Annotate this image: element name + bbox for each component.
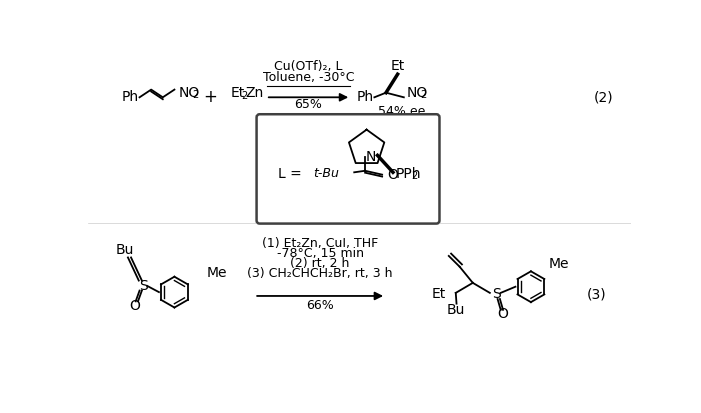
Text: 2: 2 <box>241 91 247 101</box>
Text: (3) CH₂CHCH₂Br, rt, 3 h: (3) CH₂CHCH₂Br, rt, 3 h <box>247 267 393 280</box>
Text: NO: NO <box>407 85 428 100</box>
Text: Me: Me <box>549 256 569 271</box>
Text: Bu: Bu <box>116 243 134 257</box>
Text: Et: Et <box>431 287 446 301</box>
Text: PPh: PPh <box>396 167 421 181</box>
Text: 2: 2 <box>192 90 198 100</box>
Text: Ph: Ph <box>122 90 139 104</box>
Text: Cu(OTf)₂, L: Cu(OTf)₂, L <box>274 60 343 73</box>
Text: (1) Et₂Zn, CuI, THF: (1) Et₂Zn, CuI, THF <box>262 237 379 250</box>
Text: t-Bu: t-Bu <box>313 167 339 180</box>
Text: (2) rt, 2 h: (2) rt, 2 h <box>290 257 350 270</box>
Text: NO: NO <box>179 85 200 100</box>
Text: S: S <box>139 279 148 293</box>
Text: S: S <box>491 287 501 301</box>
Text: O: O <box>387 168 397 182</box>
FancyBboxPatch shape <box>257 114 440 223</box>
Text: 65%: 65% <box>294 98 322 112</box>
Text: 66%: 66% <box>306 299 334 313</box>
Text: Bu: Bu <box>447 303 465 317</box>
Text: Me: Me <box>207 266 228 280</box>
Text: Et: Et <box>231 86 245 100</box>
Text: Ph: Ph <box>357 90 374 104</box>
Text: -78°C, 15 min: -78°C, 15 min <box>277 247 364 260</box>
Text: 2: 2 <box>411 171 417 181</box>
Text: 2: 2 <box>420 90 426 100</box>
Text: N: N <box>366 150 376 164</box>
Text: O: O <box>497 307 508 321</box>
Text: Zn: Zn <box>246 86 264 100</box>
Text: Toluene, -30°C: Toluene, -30°C <box>263 71 354 84</box>
Text: L =: L = <box>278 167 301 181</box>
Text: (2): (2) <box>594 90 613 104</box>
Text: O: O <box>130 299 140 313</box>
Text: (3): (3) <box>587 287 606 301</box>
Text: 54% ee: 54% ee <box>379 104 426 118</box>
Text: +: + <box>203 88 217 106</box>
Text: Et: Et <box>390 59 404 74</box>
